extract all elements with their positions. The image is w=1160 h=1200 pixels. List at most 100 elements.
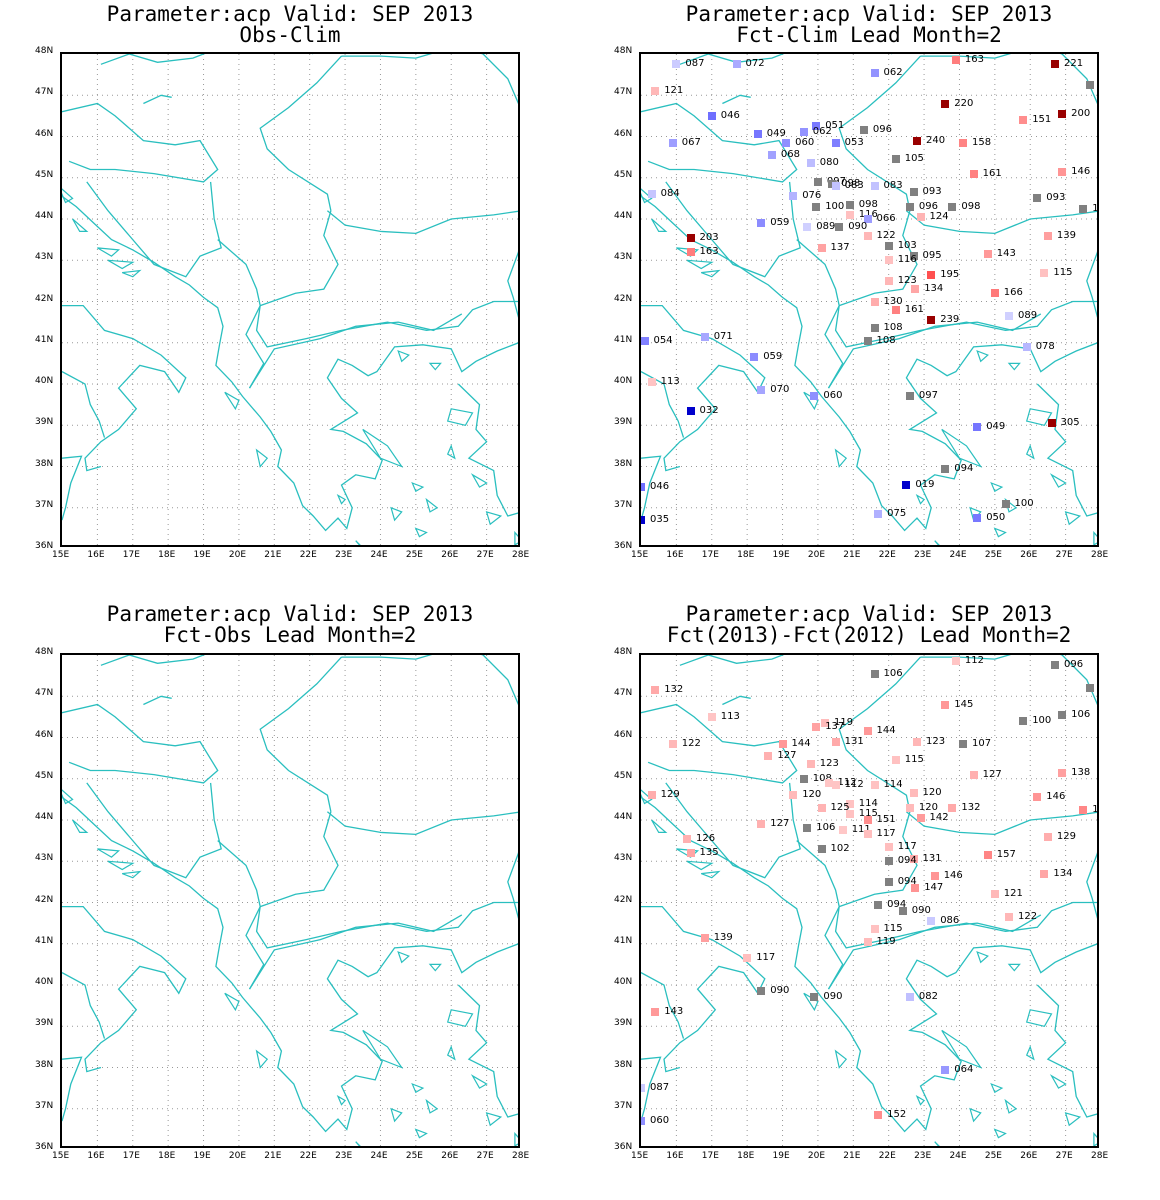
island-outline: [1025, 1045, 1035, 1061]
station-square: [838, 826, 847, 835]
station-square: [913, 737, 921, 746]
station-square: [686, 233, 695, 242]
station-square: [927, 917, 936, 926]
station-value-label: 108: [883, 322, 903, 334]
island-outline: [1093, 530, 1097, 545]
station-square: [941, 99, 950, 108]
panel-title-line1: Parameter:acp Valid: SEP 2013: [106, 602, 474, 626]
station-value-label: 066: [876, 213, 896, 224]
island-outline: [1025, 444, 1035, 460]
lon-tick-label: 25E: [405, 550, 423, 560]
island-outline: [397, 349, 410, 363]
station-value-label: 123: [926, 735, 946, 747]
lat-tick-label: 39N: [614, 1018, 633, 1029]
lat-tick-label: 38N: [614, 1059, 633, 1070]
lat-tick-label: 38N: [35, 1059, 54, 1070]
coastline: [838, 55, 921, 211]
lon-tick-label: 19E: [772, 550, 790, 560]
station-value-label: 019: [915, 479, 935, 491]
station-square: [870, 925, 879, 934]
station-value-label: 083: [883, 180, 903, 191]
station-square: [686, 406, 695, 415]
station-square: [668, 739, 677, 748]
station-value-label: 060: [823, 390, 843, 402]
station-value-label: 105: [904, 153, 924, 165]
coastline: [641, 195, 1097, 532]
coastline: [255, 210, 518, 348]
lat-tick-label: 41N: [35, 935, 54, 946]
station-value-label: 107: [972, 737, 992, 749]
lon-tick-label: 15E: [631, 1151, 649, 1161]
lon-tick-label: 24E: [370, 550, 388, 560]
station-value-label: 062: [883, 66, 903, 78]
station-square: [909, 188, 918, 197]
station-square: [870, 324, 879, 333]
lat-tick-label: 46N: [35, 729, 54, 740]
station-square: [757, 820, 766, 829]
lat-tick-label: 48N: [614, 647, 633, 657]
island-outline: [255, 1049, 269, 1069]
station-square: [884, 241, 893, 250]
station-square: [700, 933, 709, 942]
station-square: [863, 727, 872, 736]
coastline: [259, 55, 342, 211]
island-outline: [62, 188, 74, 204]
island-outline: [224, 391, 240, 411]
station-square: [810, 392, 819, 401]
island-outline: [1093, 1131, 1097, 1146]
lon-tick-label: 22E: [878, 1151, 896, 1161]
station-square: [1086, 684, 1095, 692]
station-square: [948, 803, 957, 812]
lon-tick-label: 26E: [1020, 550, 1038, 560]
station-value-label: 139: [713, 931, 733, 943]
station-square: [1033, 793, 1042, 802]
station-square: [686, 248, 695, 256]
coastline: [1086, 250, 1097, 318]
lat-tick-label: 39N: [35, 417, 54, 428]
station-square: [647, 377, 656, 386]
station-value-label: 032: [699, 404, 719, 416]
island-outline: [224, 992, 240, 1012]
lon-tick-label: 15E: [52, 1151, 70, 1161]
station-value-label: 114: [858, 797, 878, 809]
island-outline: [1025, 408, 1053, 426]
coastline: [920, 54, 1097, 105]
station-value-label: 068: [780, 149, 800, 161]
station-square: [641, 336, 649, 345]
station-value-label: 117: [897, 840, 917, 852]
station-square: [641, 1084, 645, 1093]
station-value-label: 151: [1032, 114, 1052, 125]
coastline: [86, 782, 222, 879]
station-square: [789, 192, 798, 201]
station-value-label: 142: [929, 811, 949, 823]
station-square: [863, 215, 872, 223]
lat-tick-label: 44N: [35, 812, 54, 822]
lon-tick-label: 16E: [666, 550, 684, 560]
station-square: [927, 270, 936, 279]
station-value-label: 137: [830, 241, 850, 253]
lon-tick-label: 23E: [335, 1151, 353, 1161]
station-square: [927, 316, 936, 325]
station-value-label: 126: [696, 832, 716, 844]
lon-tick-label: 16E: [87, 1151, 105, 1161]
station-square: [941, 700, 950, 709]
coastline: [143, 94, 172, 105]
station-value-label: 156: [1092, 803, 1099, 815]
island-outline: [470, 1074, 488, 1089]
lon-tick-label: 27E: [476, 550, 494, 560]
station-square: [1005, 311, 1013, 320]
station-square: [1005, 912, 1013, 921]
station-value-label: 035: [650, 514, 670, 526]
station-square: [813, 177, 822, 186]
station-square: [905, 803, 914, 812]
lon-tick-label: 26E: [441, 550, 459, 560]
lon-tick-label: 18E: [737, 550, 755, 560]
station-square: [863, 816, 872, 824]
lon-tick-label: 16E: [87, 550, 105, 560]
station-value-label: 195: [940, 268, 960, 280]
coastline: [641, 703, 798, 784]
station-square: [831, 780, 840, 789]
coastline: [62, 796, 518, 1133]
station-value-label: 046: [650, 481, 670, 493]
lon-tick-label: 17E: [122, 550, 140, 560]
